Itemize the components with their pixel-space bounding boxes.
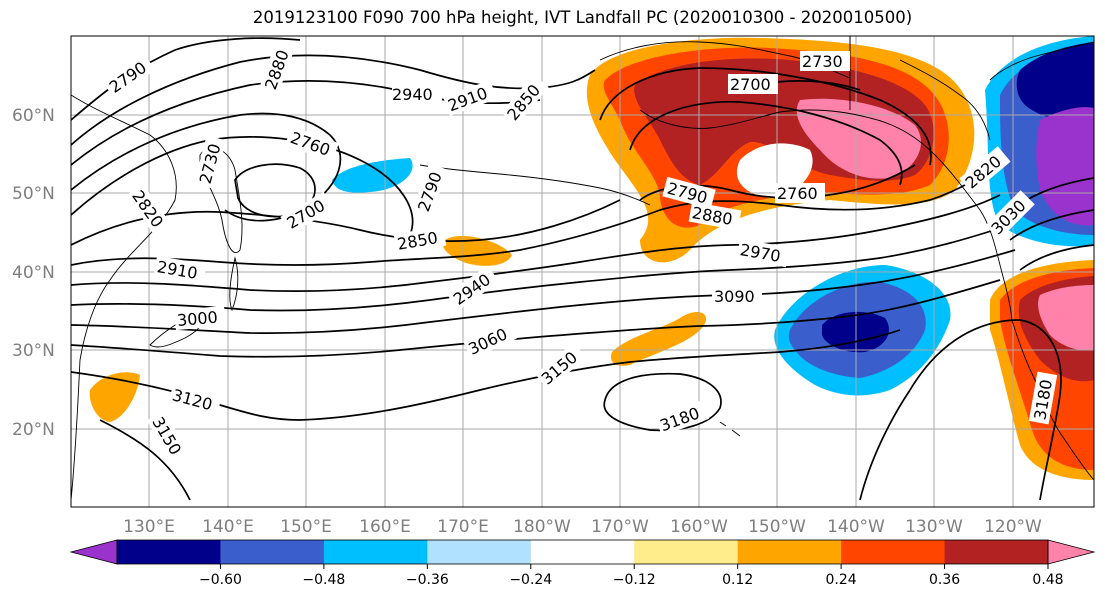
colorbar-extend-low	[69, 539, 118, 565]
contour-line	[71, 194, 1001, 292]
negative-anomaly-small-kamchatka	[332, 158, 413, 193]
ivt-shading	[89, 36, 1094, 480]
colorbar-tick-label: −0.24	[509, 572, 552, 588]
lon-label-140w: 140°W	[827, 517, 885, 537]
contour-line	[1009, 209, 1094, 241]
coast-canada-interior	[849, 36, 991, 141]
lon-label-160e: 160°E	[359, 517, 411, 537]
colorbar-tick-label: −0.36	[406, 572, 449, 588]
contour-line	[71, 224, 1011, 312]
colorbar-swatch	[530, 540, 635, 564]
coast-kamchatka	[199, 147, 243, 253]
contour-line	[71, 279, 1001, 358]
contour-line	[99, 419, 191, 501]
positive-anomaly-small-3	[89, 372, 140, 422]
negative-anomaly-peak-northeast	[1036, 107, 1094, 226]
colorbar-swatch	[427, 540, 532, 564]
coast-aleutians	[419, 164, 651, 206]
colorbar-swatch	[841, 540, 946, 564]
map-panel	[70, 35, 1095, 508]
lon-label-120w: 120°W	[984, 517, 1042, 537]
longitude-labels: 130°E 140°E 150°E 160°E 170°E 180°W 170°…	[123, 517, 1042, 537]
colorbar-frame	[116, 539, 1049, 565]
colorbar-tick-label: 0.24	[826, 572, 857, 588]
lat-label-30n: 30°N	[12, 341, 55, 361]
map-frame	[70, 35, 1095, 508]
lat-label-60n: 60°N	[12, 106, 55, 126]
positive-anomaly-peak-westus	[1038, 285, 1094, 351]
contour-label: 2760	[777, 184, 818, 203]
lon-label-130w: 130°W	[905, 517, 963, 537]
colorbar-swatch	[634, 540, 739, 564]
positive-anomaly-small-1	[443, 235, 512, 266]
colorbar-tick-label: 0.36	[929, 572, 960, 588]
colorbar: −0.60 −0.48 −0.36 −0.24 −0.12 0.12 0.24 0.36 0.4…	[69, 539, 1096, 588]
contour-line	[234, 163, 316, 218]
contour-line	[71, 329, 901, 421]
lat-label-50n: 50°N	[12, 184, 55, 204]
contour-label: 2700	[730, 75, 771, 94]
colorbar-tick-label: −0.12	[613, 572, 656, 588]
colorbar-tick-label: 0.12	[722, 572, 753, 588]
colorbar-extend-high	[1047, 539, 1096, 565]
lon-label-160w: 160°W	[670, 517, 728, 537]
colorbar-swatch	[737, 540, 842, 564]
contour-line	[71, 249, 1016, 334]
contour-line	[71, 136, 414, 236]
contour-label: 2940	[392, 85, 433, 104]
colorbar-swatch	[944, 540, 1049, 564]
colorbar-swatch	[117, 540, 221, 564]
contour-line	[71, 159, 1001, 266]
colorbar-swatch	[323, 540, 428, 564]
contour-line	[599, 67, 932, 166]
lon-label-150w: 150°W	[748, 517, 806, 537]
contour-line	[603, 372, 722, 432]
lat-label-20n: 20°N	[12, 420, 55, 440]
colorbar-tick-label: −0.48	[302, 572, 345, 588]
coast-sakhalin	[229, 256, 239, 312]
coast-alaska-south	[639, 109, 981, 211]
lon-label-140e: 140°E	[202, 517, 254, 537]
contour-label: 3090	[714, 287, 755, 306]
negative-anomaly-core-pacific	[822, 311, 889, 353]
lat-label-40n: 40°N	[12, 263, 55, 283]
colorbar-swatches	[117, 540, 1049, 564]
contour-line	[629, 101, 903, 186]
contour-line	[71, 37, 301, 121]
negative-anomaly-core-northeast	[1016, 42, 1094, 122]
colorbar-tick-label: −0.60	[199, 572, 242, 588]
graticule	[71, 36, 1094, 507]
positive-anomaly-small-2	[610, 311, 707, 366]
contour-label: 2730	[802, 52, 843, 71]
lon-label-170e: 170°E	[437, 517, 489, 537]
lon-label-150e: 150°E	[280, 517, 332, 537]
figure-title: 2019123100 F090 700 hPa height, IVT Land…	[252, 8, 913, 27]
colorbar-swatch	[220, 540, 325, 564]
lon-label-130e: 130°E	[123, 517, 175, 537]
contour-line	[71, 199, 621, 246]
contour-label: 3000	[176, 307, 218, 329]
colorbar-tick-label: 0.48	[1032, 572, 1063, 588]
lon-label-180w: 180°W	[513, 517, 571, 537]
contour-line	[1019, 244, 1094, 271]
coast-asia-mainland	[71, 94, 177, 501]
coast-northeast	[989, 41, 1094, 81]
contour-line	[859, 319, 1062, 501]
colorbar-ticks: −0.60 −0.48 −0.36 −0.24 −0.12 0.12 0.24 0.36 0.4…	[199, 564, 1064, 588]
latitude-labels: 60°N 50°N 40°N 30°N 20°N	[12, 106, 55, 440]
height-contours	[71, 37, 1094, 501]
lon-label-170w: 170°W	[591, 517, 649, 537]
